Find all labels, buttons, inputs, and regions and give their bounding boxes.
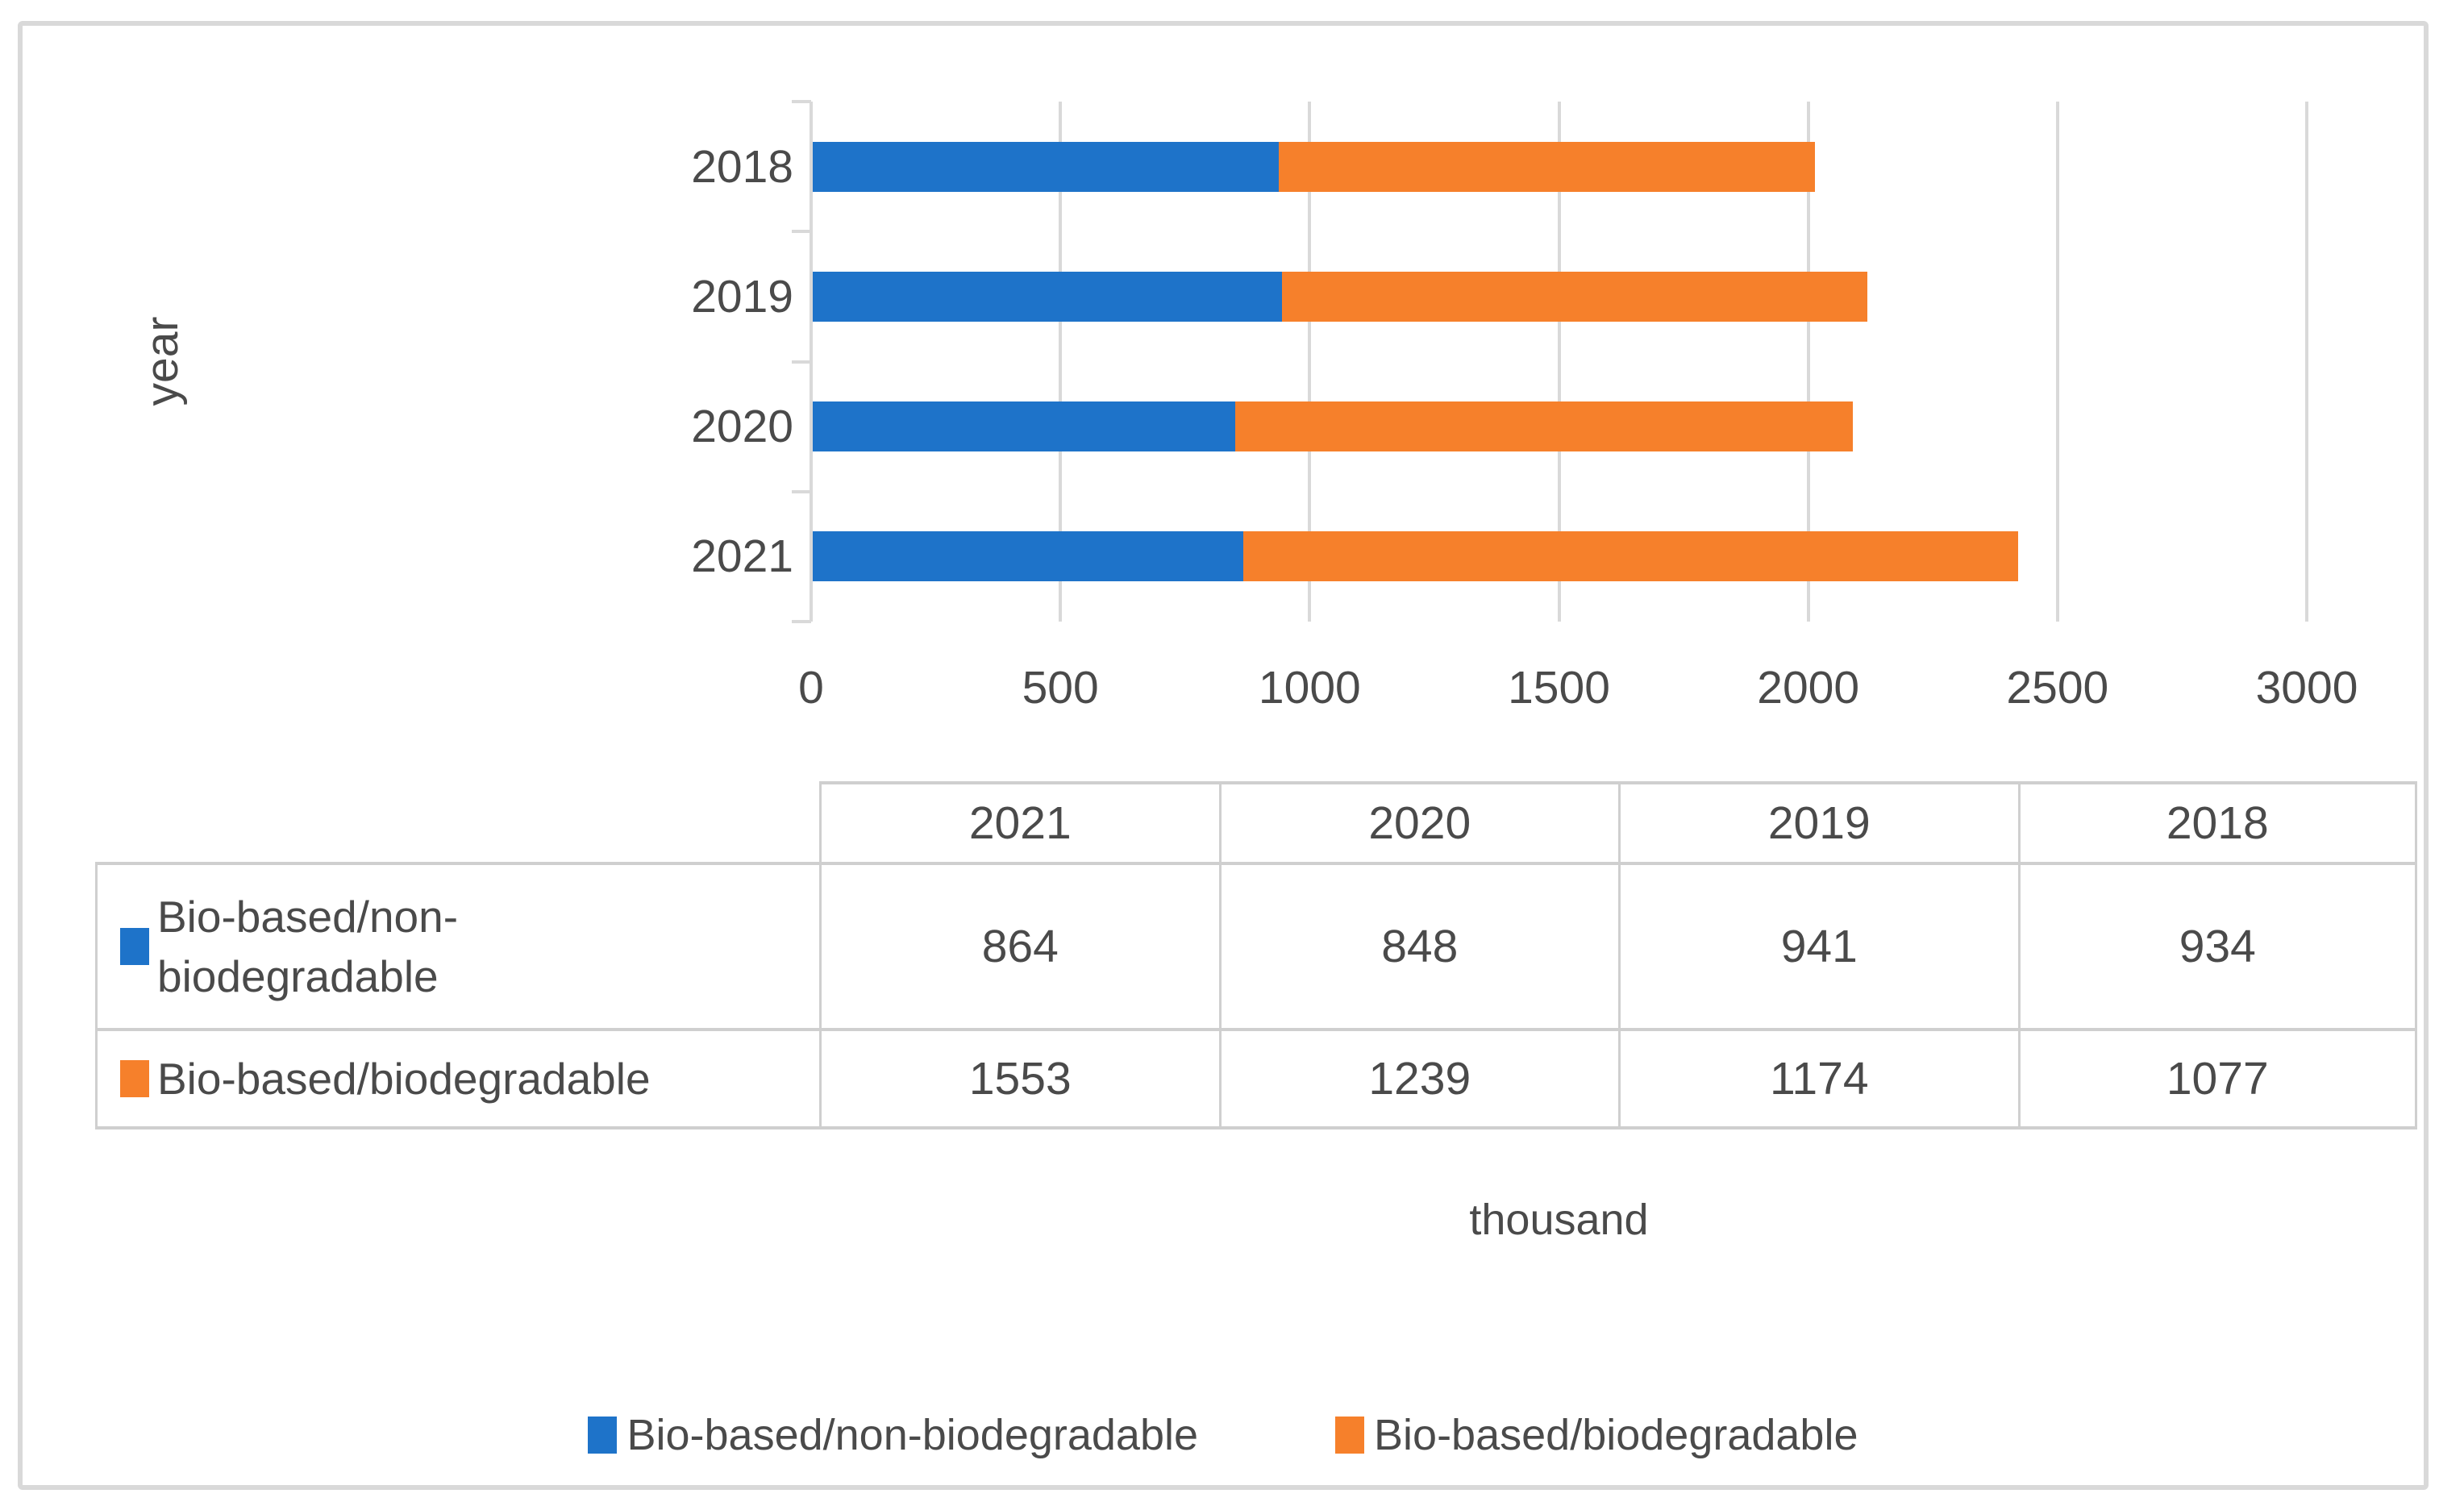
gridline xyxy=(2055,102,2059,622)
table-row-label: Bio-based/non-biodegradable xyxy=(95,862,819,1031)
x-tick-label: 2500 xyxy=(2006,662,2109,713)
table-header-cell: 2018 xyxy=(2017,781,2417,862)
y-axis-label: 2020 xyxy=(691,401,793,453)
category-axis-tick xyxy=(792,360,811,364)
table-value-cell: 1553 xyxy=(819,1031,1219,1130)
bar-segment xyxy=(813,401,1236,452)
category-axis-tick xyxy=(792,620,811,623)
table-value-cell: 848 xyxy=(1218,862,1618,1031)
table-row-label-text: Bio-based/non-biodegradable xyxy=(157,891,459,1001)
bar-segment xyxy=(1278,141,1816,192)
y-axis-label: 2021 xyxy=(691,530,793,583)
legend-item: Bio-based/non-biodegradable xyxy=(588,1410,1198,1460)
x-tick-label: 0 xyxy=(798,662,824,713)
legend-swatch-icon xyxy=(1335,1417,1365,1454)
category-axis-tick xyxy=(792,230,811,234)
x-tick-label: 1500 xyxy=(1508,662,1610,713)
gridline xyxy=(1806,102,1810,622)
gridline xyxy=(1059,102,1063,622)
table-value-cell: 1239 xyxy=(1218,1031,1618,1130)
table-value-cell: 941 xyxy=(1618,862,2018,1031)
bar-segment xyxy=(1235,401,1854,452)
legend-swatch-icon xyxy=(588,1417,618,1454)
gridline xyxy=(1557,102,1561,622)
bar-segment xyxy=(813,531,1244,582)
x-tick-label: 1000 xyxy=(1258,662,1361,713)
category-axis-line xyxy=(810,102,813,622)
x-tick-label: 2000 xyxy=(1757,662,1860,713)
legend-item: Bio-based/biodegradable xyxy=(1335,1410,1858,1460)
series-swatch-icon xyxy=(120,1060,149,1097)
table-value-cell: 1174 xyxy=(1618,1031,2018,1130)
table-header-cell: 2021 xyxy=(819,781,1219,862)
gridline xyxy=(1308,102,1312,622)
y-axis-label: 2019 xyxy=(691,270,793,322)
x-axis-title: thousand xyxy=(1469,1196,1649,1244)
category-axis-tick xyxy=(792,489,811,493)
category-axis-tick xyxy=(792,100,811,103)
table-row-label: Bio-based/biodegradable xyxy=(95,1031,819,1130)
bar-segment xyxy=(1243,531,2018,582)
plot-area xyxy=(792,100,2308,623)
legend-label: Bio-based/biodegradable xyxy=(1374,1411,1858,1459)
x-tick-label: 3000 xyxy=(2255,662,2358,713)
table-header-cell: 2019 xyxy=(1618,781,2018,862)
table-value-cell: 934 xyxy=(2017,862,2417,1031)
gridline xyxy=(2305,102,2308,622)
bar-segment xyxy=(813,271,1282,322)
legend-label: Bio-based/non-biodegradable xyxy=(626,1411,1199,1459)
y-axis-title: year xyxy=(136,316,188,406)
bar-row-2019 xyxy=(813,271,1867,322)
data-table: 2021 2020 2019 2018 Bio-based/non-biodegrada… xyxy=(95,781,2417,1130)
bar-segment xyxy=(1281,271,1867,322)
y-axis-label: 2018 xyxy=(691,140,793,193)
legend: Bio-based/non-biodegradable Bio-based/bio… xyxy=(23,1396,2424,1474)
bar-row-2021 xyxy=(813,531,2018,582)
bar-row-2018 xyxy=(813,141,1816,192)
table-value-cell: 864 xyxy=(819,862,1219,1031)
table-header-cell: 2020 xyxy=(1218,781,1618,862)
bar-segment xyxy=(813,141,1279,192)
table-row-label-text: Bio-based/biodegradable xyxy=(157,1053,651,1104)
table-value-cell: 1077 xyxy=(2017,1031,2417,1130)
bar-row-2020 xyxy=(813,401,1854,452)
x-tick-label: 500 xyxy=(1022,662,1099,713)
chart-figure: 2018 2019 2020 2021 0 500 1000 1500 2000 2500 300… xyxy=(18,21,2429,1490)
table-corner-cell xyxy=(95,781,819,862)
series-swatch-icon xyxy=(120,928,149,965)
